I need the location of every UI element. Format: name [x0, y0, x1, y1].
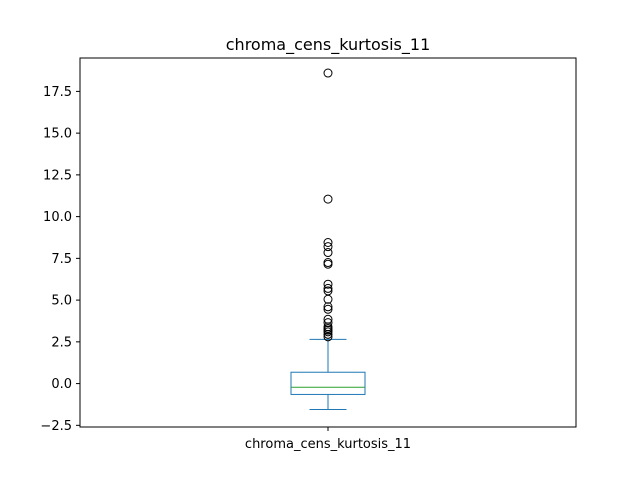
y-axis: −2.5 0.0 2.5 5.0 7.5 10.0 12.5 15.0 17.5 [40, 85, 80, 434]
y-tick-label: 10.0 [43, 210, 72, 225]
outlier-point [323, 329, 333, 339]
chart-title: chroma_cens_kurtosis_11 [226, 35, 431, 55]
outlier-point [323, 327, 333, 337]
outlier-point [323, 294, 333, 304]
y-tick-label: 17.5 [43, 85, 72, 100]
y-tick-label: −2.5 [40, 419, 72, 434]
outlier-point [323, 242, 333, 252]
outlier-point [323, 283, 333, 293]
y-tick-label: 5.0 [51, 294, 72, 309]
outlier-point [323, 194, 333, 204]
y-tick-label: 15.0 [43, 127, 72, 142]
outlier-point [323, 248, 333, 258]
outlier-point [323, 238, 333, 247]
outlier-point [323, 259, 333, 269]
outlier-point [323, 68, 333, 78]
outlier-point [323, 279, 333, 289]
x-axis: chroma_cens_kurtosis_11 [245, 427, 411, 452]
outlier-point [323, 332, 333, 342]
plot-area [290, 68, 366, 410]
outlier-point [323, 302, 333, 312]
y-tick-label: 0.0 [51, 377, 72, 392]
y-tick-label: 12.5 [43, 168, 72, 183]
outlier-point [323, 304, 333, 314]
x-tick-label: chroma_cens_kurtosis_11 [245, 437, 411, 452]
y-tick-label: 7.5 [51, 252, 72, 267]
iqr-box [290, 371, 366, 395]
y-tick-label: 2.5 [51, 335, 72, 350]
